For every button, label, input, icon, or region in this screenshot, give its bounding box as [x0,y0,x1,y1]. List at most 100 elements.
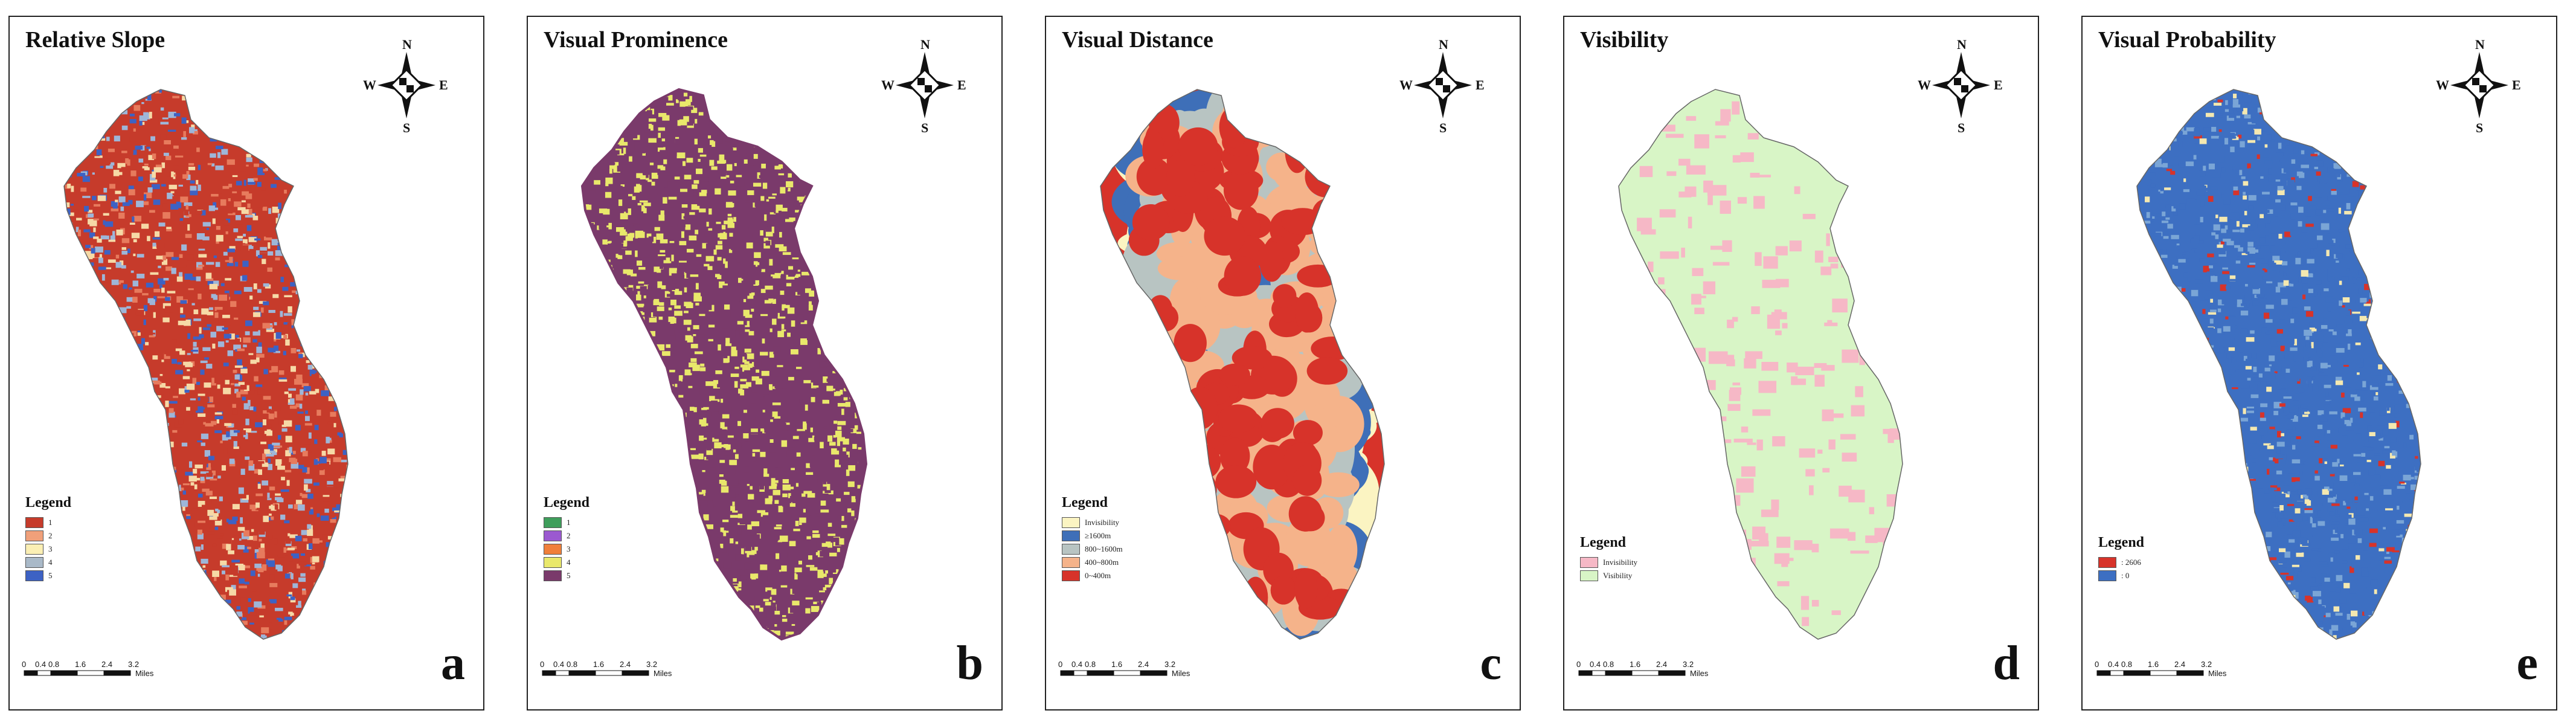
legend-swatch [25,570,43,581]
panel-letter: d [1993,637,2020,690]
map-canvas [1100,89,1385,640]
legend-item: 400~800m [1062,556,1123,569]
compass-n-label: N [1439,37,1448,52]
watershed-boundary [580,88,868,641]
legend-label: 4 [48,558,53,567]
map-panel-e: Visual Probability N S W E Legend: 2606: 0 0 0.… [2081,16,2557,710]
scale-tick: 3.2 [2201,660,2212,669]
panel-letter: c [1480,637,1502,690]
panel-title: Relative Slope [25,27,165,53]
legend-item: 5 [25,569,71,582]
panel-title: Visual Probability [2098,27,2276,53]
scale-tick: 3.2 [1683,660,1694,669]
watershed-boundary [2136,89,2421,640]
legend-title: Legend [25,495,72,511]
legend-swatch [544,517,562,528]
legend-label: 3 [567,544,571,553]
scale-tick: 2.4 [2174,660,2185,669]
legend-label: 800~1600m [1085,544,1123,553]
legend-item: 5 [544,569,589,582]
compass-e-label: E [439,77,448,92]
legend-item: 2 [544,529,589,543]
legend-label: 1 [567,518,571,527]
legend-label: 0~400m [1085,571,1111,580]
scale-tick: 0 [2095,660,2099,669]
legend-label: Invisibility [1603,558,1638,567]
legend-swatch [1580,557,1598,568]
scale-unit: Miles [1690,669,1709,678]
legend-swatch [1062,557,1080,568]
north-arrow-icon: N S W E [2436,37,2521,135]
legend-item: 4 [25,556,71,569]
legend-item: 1 [544,516,589,529]
legend-swatch [2098,557,2116,568]
legend-item: 3 [544,543,589,556]
map-canvas [63,89,348,640]
legend-label: 5 [567,571,571,580]
compass-n-label: N [920,37,930,52]
legend-item: Visibility [1580,569,1637,582]
legend-item: Invisibility [1580,556,1637,569]
watershed-boundary [1618,89,1903,640]
panel-title: Visual Prominence [544,27,728,53]
compass-s-label: S [1439,120,1447,135]
scale-tick: 0.8 [567,660,577,669]
map-panel-a: Relative Slope N S W E Legend 1 2 3 4 5 0 0.4 0.8 1.6 2… [8,16,484,710]
scale-tick: 1.6 [2148,660,2159,669]
legend-label: 2 [48,531,53,540]
north-arrow-icon: N S W E [881,37,966,135]
compass-s-label: S [1958,120,1965,135]
compass-e-label: E [1476,77,1485,92]
north-arrow-icon: N S W E [1399,37,1485,135]
legend-swatch [25,530,43,541]
legend-item: 1 [25,516,71,529]
map-raster [1619,89,1903,639]
scale-tick: 0 [1058,660,1062,669]
legend-item: 2 [25,529,71,543]
scale-tick: 0.4 [1590,660,1601,669]
legend-item: 800~1600m [1062,543,1123,556]
legend-label: Invisibility [1085,518,1120,527]
scale-tick: 2.4 [1656,660,1667,669]
legend-label: 3 [48,544,53,553]
compass-w-label: W [1399,77,1413,92]
compass-e-label: E [2512,77,2521,92]
legend-swatch [544,544,562,555]
compass-w-label: W [2436,77,2449,92]
legend-item: : 2606 [2098,556,2144,569]
scale-tick: 0.8 [48,660,59,669]
scale-tick: 3.2 [128,660,139,669]
map-canvas [1618,89,1903,640]
legend-swatch [544,530,562,541]
legend-swatch [544,570,562,581]
legend-item: Invisibility [1062,516,1123,529]
scale-tick: 0.4 [2108,660,2119,669]
legend-label: 1 [48,518,53,527]
compass-w-label: W [881,77,895,92]
scale-tick: 0 [540,660,544,669]
scale-tick: 0 [22,660,26,669]
legend-swatch [1062,517,1080,528]
scale-tick: 1.6 [75,660,86,669]
legend-item: 0~400m [1062,569,1123,582]
scale-unit: Miles [1172,669,1190,678]
watershed-boundary [63,89,348,640]
scale-tick: 0.4 [35,660,46,669]
panel-letter: a [441,637,465,690]
legend-title: Legend [2098,535,2145,550]
legend-swatch [1062,530,1080,541]
compass-n-label: N [1957,37,1967,52]
panel-letter: b [956,637,984,690]
scale-tick: 0.8 [1085,660,1096,669]
compass-e-label: E [957,77,966,92]
scale-tick: 1.6 [1630,660,1640,669]
scale-tick: 1.6 [593,660,604,669]
legend-item: 3 [25,543,71,556]
scale-tick: 0.4 [553,660,564,669]
panel-title: Visual Distance [1062,27,1213,53]
legend-label: ≥1600m [1085,531,1111,540]
legend: Legend 1 2 3 4 5 [544,495,589,582]
